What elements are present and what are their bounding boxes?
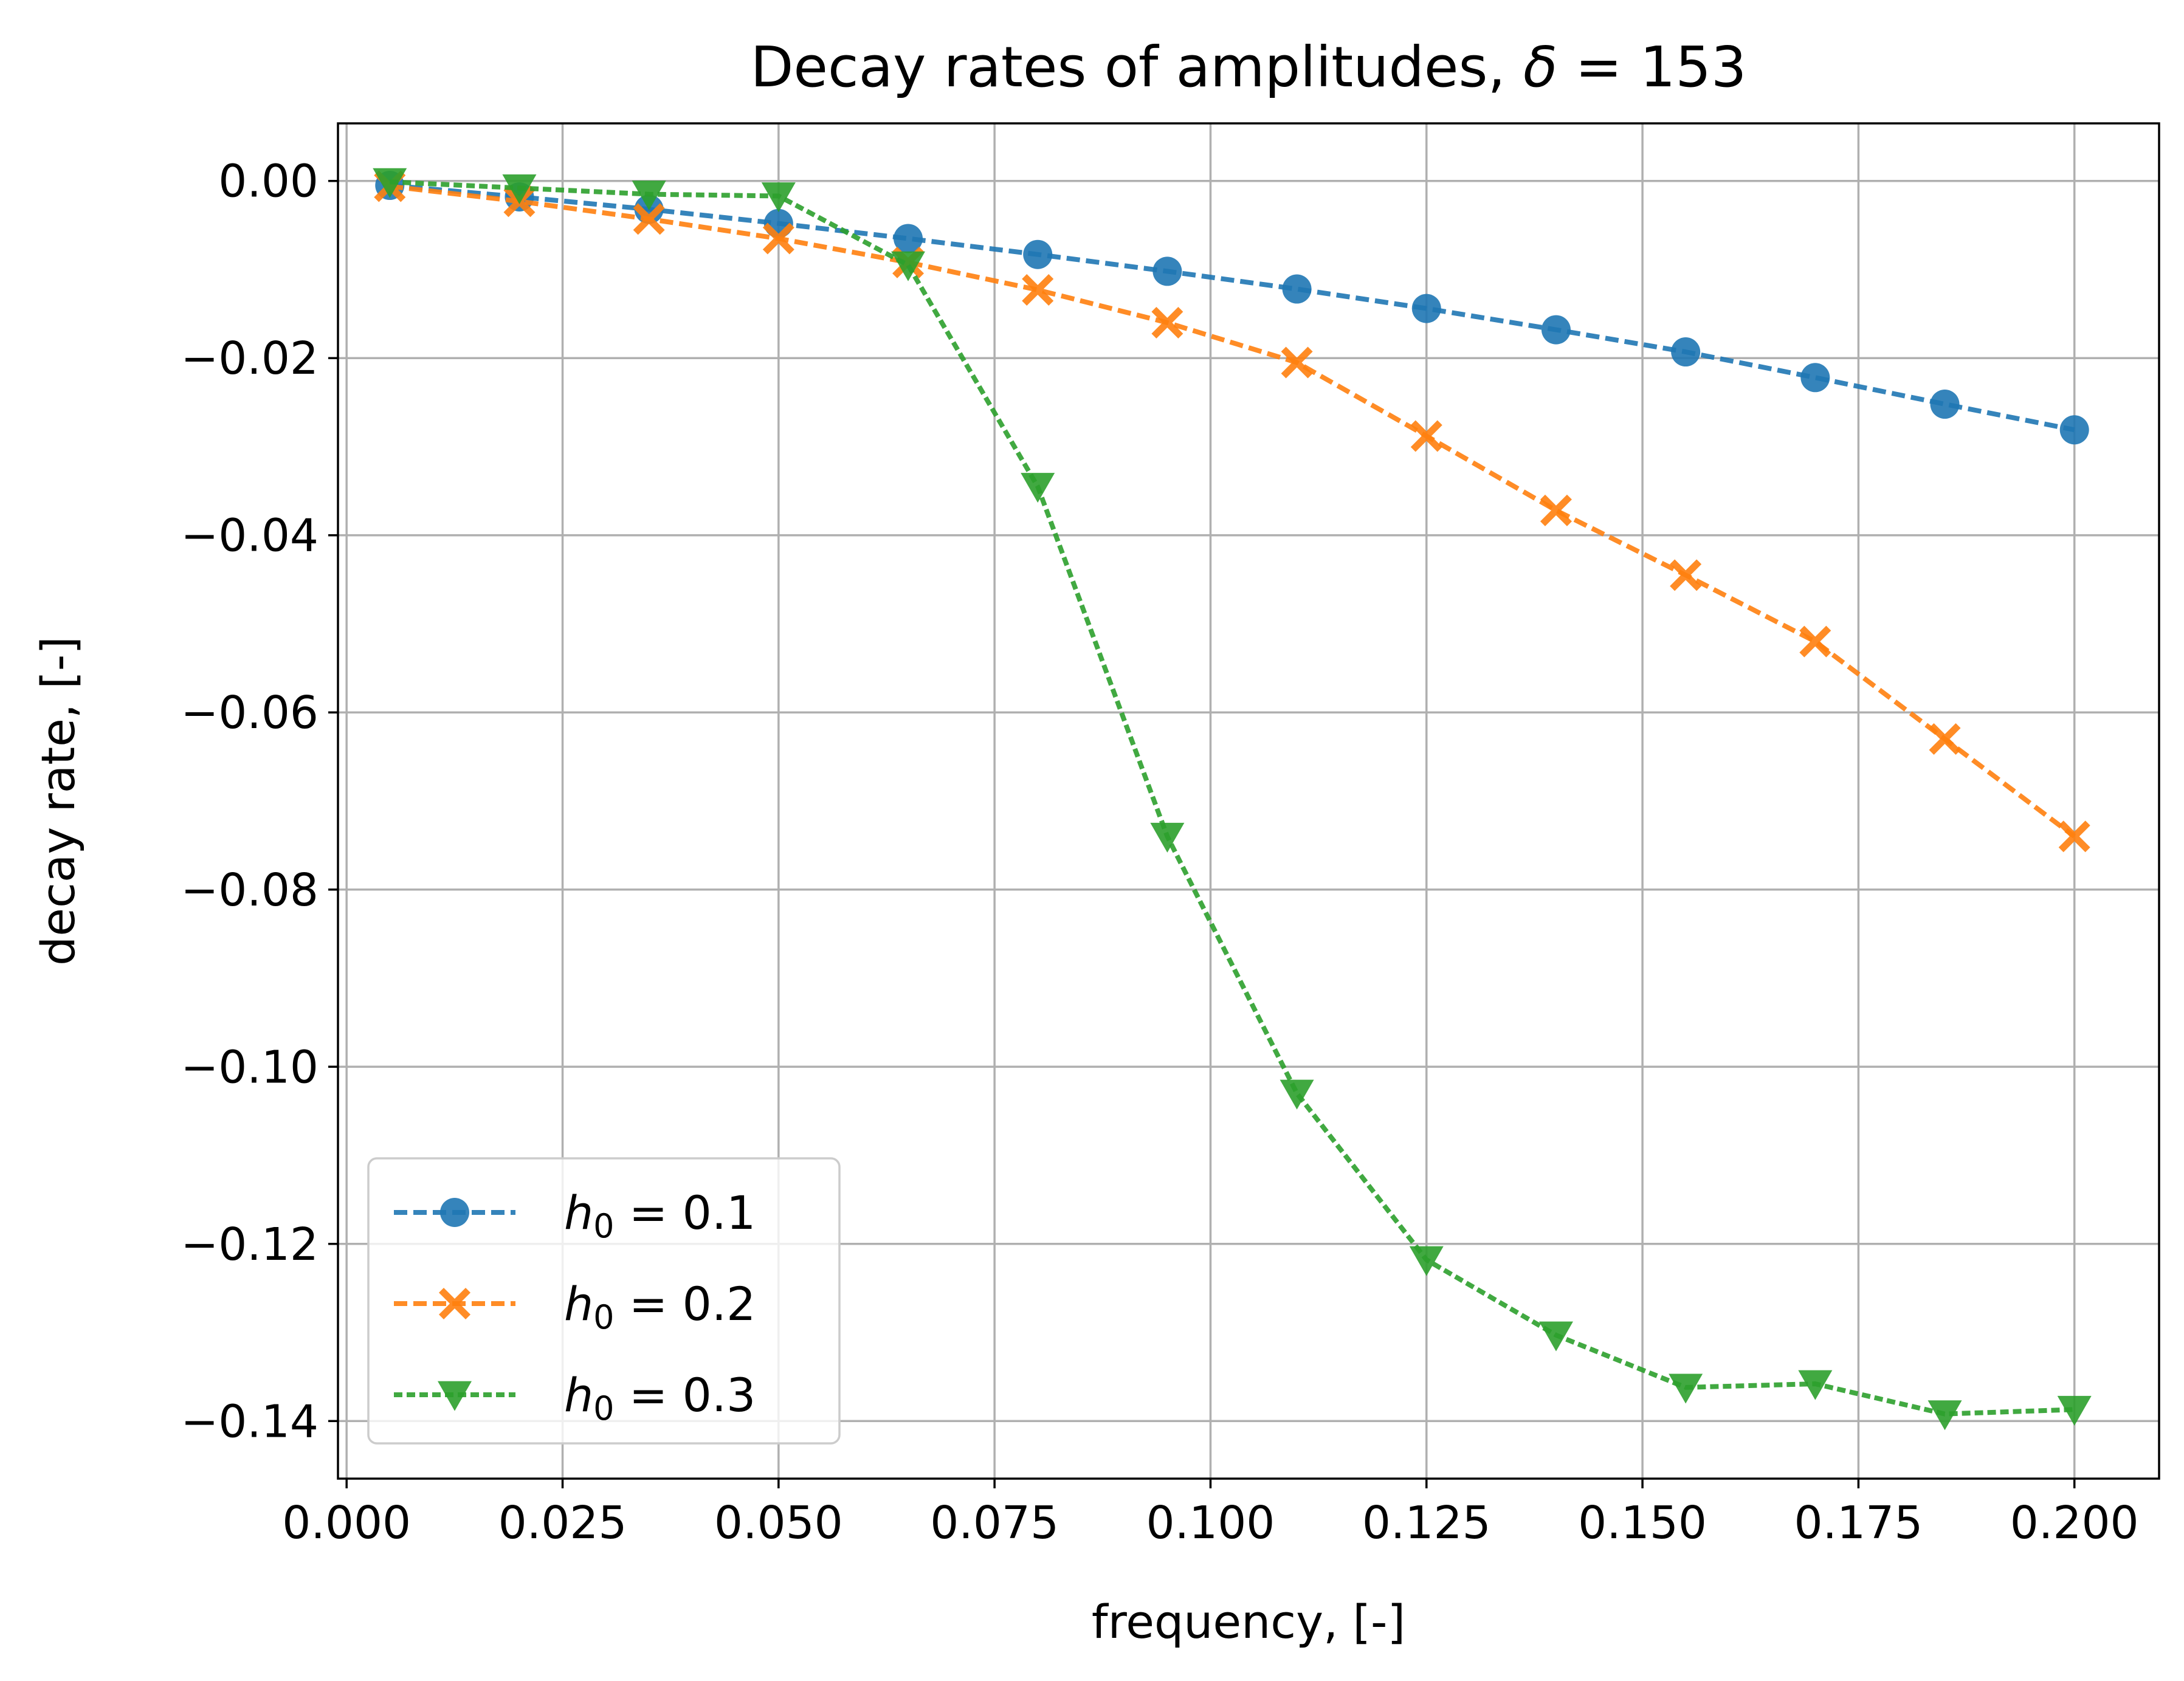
data-point bbox=[1800, 363, 1830, 393]
data-point bbox=[1280, 1079, 1314, 1110]
legend-entry-1: h0 = 0.1 bbox=[394, 1186, 756, 1245]
y-tick-label: 0.00 bbox=[218, 156, 319, 208]
chart-title: Decay rates of amplitudes, δ = 153 bbox=[751, 35, 1747, 100]
data-point bbox=[2059, 415, 2089, 445]
legend-entry-3: h0 = 0.3 bbox=[394, 1368, 756, 1428]
y-tick-label: −0.10 bbox=[181, 1041, 319, 1093]
x-axis-label: frequency, [-] bbox=[1092, 1595, 1405, 1649]
y-tick-label: −0.12 bbox=[181, 1219, 319, 1271]
x-tick-label: 0.100 bbox=[1146, 1497, 1275, 1549]
x-gridlines bbox=[345, 123, 2076, 1479]
data-point bbox=[761, 182, 796, 213]
data-point bbox=[891, 251, 926, 281]
legend-marker bbox=[439, 1288, 470, 1319]
series-layer bbox=[373, 168, 2092, 1431]
data-point bbox=[1151, 306, 1183, 339]
x-tick-label: 0.075 bbox=[930, 1497, 1059, 1549]
legend: h0 = 0.1 h0 = 0.2 h0 = 0.3 bbox=[367, 1157, 841, 1445]
data-point bbox=[1930, 390, 1960, 419]
axes-frame bbox=[337, 122, 2160, 1480]
legend-label: h0 = 0.3 bbox=[564, 1368, 756, 1428]
series-2 bbox=[374, 170, 2090, 853]
y-tick-label: −0.02 bbox=[181, 332, 319, 385]
data-point bbox=[1799, 625, 1831, 658]
data-point bbox=[2058, 820, 2090, 853]
y-tick-label: −0.04 bbox=[181, 510, 319, 562]
x-tick-label: 0.150 bbox=[1578, 1497, 1707, 1549]
data-point bbox=[894, 224, 923, 253]
series-line bbox=[389, 184, 2076, 839]
legend-marker bbox=[438, 1381, 472, 1411]
data-point bbox=[1669, 1373, 1703, 1404]
data-point bbox=[373, 168, 407, 198]
y-tick-label: −0.06 bbox=[181, 687, 319, 739]
data-point bbox=[1022, 274, 1054, 306]
data-point bbox=[633, 203, 665, 235]
legend-box bbox=[367, 1157, 841, 1445]
data-point bbox=[1021, 473, 1055, 503]
x-tick-label: 0.125 bbox=[1362, 1497, 1491, 1549]
data-point bbox=[1538, 1321, 1573, 1352]
y-axis-ticks: 0.00 −0.02 −0.04 −0.06 −0.08 −0.10 −0.12 −0.14 bbox=[181, 156, 338, 1448]
series-line bbox=[389, 183, 2075, 433]
data-point bbox=[1281, 346, 1313, 379]
x-tick-label: 0.200 bbox=[2010, 1497, 2139, 1549]
data-point bbox=[762, 222, 794, 255]
data-point bbox=[1023, 239, 1053, 269]
data-point bbox=[502, 174, 537, 204]
legend-entry-2: h0 = 0.2 bbox=[394, 1277, 756, 1336]
legend-label: h0 = 0.2 bbox=[564, 1277, 756, 1336]
legend-label: h0 = 0.1 bbox=[564, 1186, 756, 1245]
x-tick-label: 0.050 bbox=[714, 1497, 843, 1549]
y-axis-label: decay rate, [-] bbox=[31, 636, 85, 966]
y-tick-label: −0.14 bbox=[181, 1395, 319, 1448]
x-tick-label: 0.025 bbox=[498, 1497, 627, 1549]
x-tick-label: 0.000 bbox=[282, 1497, 411, 1549]
data-point bbox=[1540, 494, 1572, 526]
data-point bbox=[1411, 294, 1441, 323]
data-point bbox=[1150, 822, 1185, 853]
data-point bbox=[1152, 256, 1182, 286]
data-point bbox=[1671, 337, 1701, 367]
data-point bbox=[1670, 559, 1702, 591]
data-point bbox=[1927, 1400, 1962, 1431]
data-point bbox=[2057, 1395, 2092, 1426]
data-point bbox=[1410, 420, 1442, 452]
x-tick-label: 0.175 bbox=[1794, 1497, 1923, 1549]
series-3 bbox=[373, 168, 2092, 1431]
data-point bbox=[1798, 1370, 1833, 1400]
data-point bbox=[1541, 315, 1571, 345]
x-axis-ticks: 0.000 0.025 0.050 0.075 0.100 0.125 0.150 0.175… bbox=[282, 1479, 2139, 1549]
y-tick-label: −0.08 bbox=[181, 864, 319, 916]
data-point bbox=[1929, 723, 1961, 755]
data-point bbox=[1409, 1246, 1444, 1276]
series-line bbox=[390, 179, 2075, 1417]
data-point bbox=[1282, 274, 1312, 304]
legend-marker bbox=[440, 1198, 469, 1227]
data-point bbox=[632, 180, 666, 211]
